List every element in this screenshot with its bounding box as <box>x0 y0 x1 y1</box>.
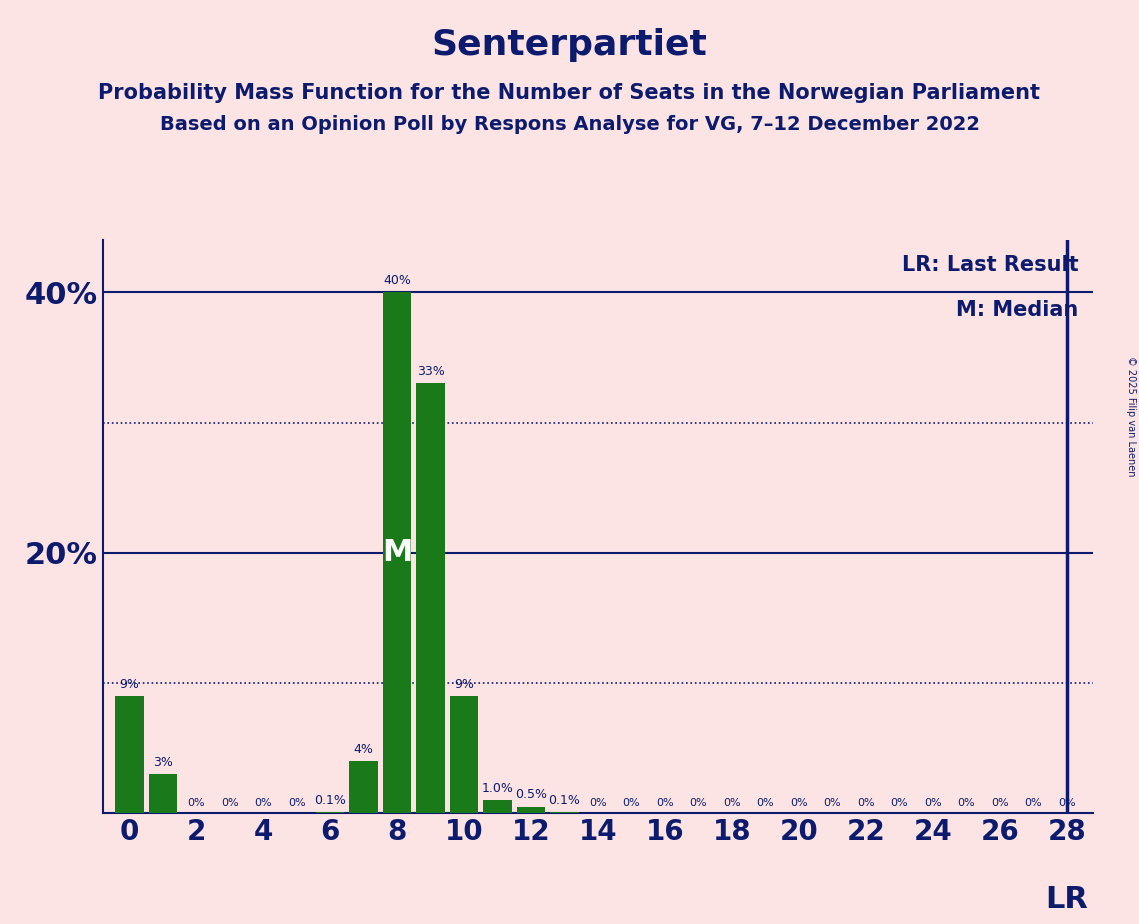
Text: Probability Mass Function for the Number of Seats in the Norwegian Parliament: Probability Mass Function for the Number… <box>98 83 1041 103</box>
Text: 0.1%: 0.1% <box>549 794 581 807</box>
Bar <box>550 812 579 813</box>
Bar <box>148 774 177 813</box>
Text: 0%: 0% <box>857 798 875 808</box>
Text: 4%: 4% <box>354 743 374 756</box>
Text: © 2025 Filip van Laenen: © 2025 Filip van Laenen <box>1126 356 1136 476</box>
Bar <box>383 292 411 813</box>
Text: 0%: 0% <box>991 798 1008 808</box>
Text: 0%: 0% <box>924 798 942 808</box>
Text: Based on an Opinion Poll by Respons Analyse for VG, 7–12 December 2022: Based on an Opinion Poll by Respons Anal… <box>159 116 980 135</box>
Text: 0%: 0% <box>623 798 640 808</box>
Text: 9%: 9% <box>120 677 139 691</box>
Text: 0%: 0% <box>188 798 205 808</box>
Text: M: Median: M: Median <box>957 300 1079 321</box>
Text: 0%: 0% <box>589 798 607 808</box>
Bar <box>417 383 445 813</box>
Text: 0%: 0% <box>891 798 908 808</box>
Text: 0%: 0% <box>790 798 808 808</box>
Bar <box>483 800 511 813</box>
Text: 0%: 0% <box>823 798 841 808</box>
Bar <box>517 807 546 813</box>
Text: Senterpartiet: Senterpartiet <box>432 28 707 62</box>
Bar <box>450 696 478 813</box>
Text: 0.5%: 0.5% <box>515 788 547 801</box>
Text: M: M <box>382 538 412 567</box>
Text: 3%: 3% <box>153 756 173 769</box>
Text: 0%: 0% <box>254 798 272 808</box>
Text: LR: Last Result: LR: Last Result <box>902 254 1079 274</box>
Text: 0%: 0% <box>1058 798 1075 808</box>
Text: 0%: 0% <box>958 798 975 808</box>
Bar <box>115 696 144 813</box>
Text: 0%: 0% <box>723 798 740 808</box>
Text: LR: LR <box>1046 885 1088 914</box>
Text: 0%: 0% <box>1024 798 1042 808</box>
Text: 0%: 0% <box>756 798 775 808</box>
Text: 1.0%: 1.0% <box>482 782 514 795</box>
Text: 0%: 0% <box>656 798 674 808</box>
Bar <box>316 812 344 813</box>
Text: 40%: 40% <box>383 274 411 287</box>
Bar <box>350 761 378 813</box>
Text: 0.1%: 0.1% <box>314 794 346 807</box>
Text: 33%: 33% <box>417 365 444 378</box>
Text: 0%: 0% <box>288 798 305 808</box>
Text: 0%: 0% <box>689 798 707 808</box>
Text: 0%: 0% <box>221 798 238 808</box>
Text: 9%: 9% <box>454 677 474 691</box>
